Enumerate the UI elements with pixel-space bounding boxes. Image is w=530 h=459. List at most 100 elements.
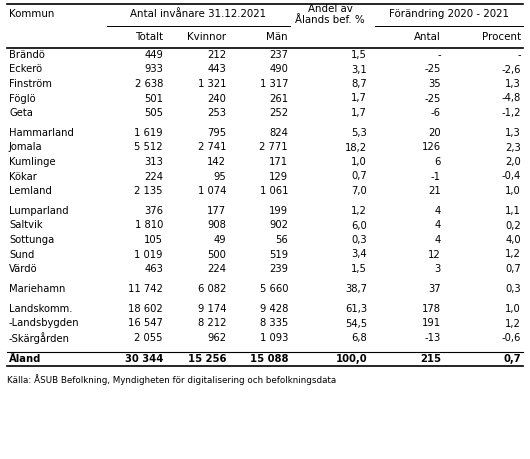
Text: 1,0: 1,0 [351, 157, 367, 167]
Text: 21: 21 [428, 186, 441, 196]
Text: 30 344: 30 344 [125, 354, 163, 364]
Text: 0,7: 0,7 [504, 354, 521, 364]
Text: -1: -1 [431, 172, 441, 181]
Text: 212: 212 [207, 50, 226, 60]
Text: 6: 6 [435, 157, 441, 167]
Text: 4: 4 [435, 206, 441, 216]
Text: 178: 178 [422, 304, 441, 314]
Text: 1 061: 1 061 [260, 186, 288, 196]
Text: 8,7: 8,7 [351, 79, 367, 89]
Text: Män: Män [267, 32, 288, 42]
Text: -25: -25 [425, 94, 441, 103]
Text: 501: 501 [144, 94, 163, 103]
Text: Eckerö: Eckerö [9, 65, 42, 74]
Text: 16 547: 16 547 [128, 319, 163, 329]
Text: Ålands bef. %: Ålands bef. % [295, 15, 365, 25]
Text: -0,6: -0,6 [501, 333, 521, 343]
Text: 824: 824 [269, 128, 288, 138]
Text: 1 093: 1 093 [260, 333, 288, 343]
Text: 56: 56 [275, 235, 288, 245]
Text: 177: 177 [207, 206, 226, 216]
Text: Saltvik: Saltvik [9, 220, 42, 230]
Text: Sottunga: Sottunga [9, 235, 54, 245]
Text: 35: 35 [428, 79, 441, 89]
Text: 129: 129 [269, 172, 288, 181]
Text: 9 174: 9 174 [198, 304, 226, 314]
Text: 7,0: 7,0 [351, 186, 367, 196]
Text: Sund: Sund [9, 250, 34, 259]
Text: 6,8: 6,8 [351, 333, 367, 343]
Text: 0,7: 0,7 [505, 264, 521, 274]
Text: Kökar: Kökar [9, 172, 37, 181]
Text: 2 638: 2 638 [135, 79, 163, 89]
Text: 2,3: 2,3 [505, 142, 521, 152]
Text: 2 055: 2 055 [135, 333, 163, 343]
Text: 95: 95 [213, 172, 226, 181]
Text: Andel av: Andel av [307, 4, 352, 14]
Text: 224: 224 [207, 264, 226, 274]
Text: 4: 4 [435, 220, 441, 230]
Text: 3,4: 3,4 [351, 250, 367, 259]
Text: -: - [517, 50, 521, 60]
Text: Förändring 2020 - 2021: Förändring 2020 - 2021 [389, 9, 509, 19]
Text: Hammarland: Hammarland [9, 128, 74, 138]
Text: Antal: Antal [414, 32, 441, 42]
Text: 5 512: 5 512 [135, 142, 163, 152]
Text: 1,0: 1,0 [505, 304, 521, 314]
Text: -13: -13 [425, 333, 441, 343]
Text: 38,7: 38,7 [345, 284, 367, 294]
Text: -Landsbygden: -Landsbygden [9, 319, 80, 329]
Text: 100,0: 100,0 [335, 354, 367, 364]
Text: 2 741: 2 741 [198, 142, 226, 152]
Text: 239: 239 [269, 264, 288, 274]
Text: 443: 443 [207, 65, 226, 74]
Text: 519: 519 [269, 250, 288, 259]
Text: 5 660: 5 660 [260, 284, 288, 294]
Text: Åland: Åland [9, 354, 41, 364]
Text: -1,2: -1,2 [501, 108, 521, 118]
Text: 15 256: 15 256 [188, 354, 226, 364]
Text: Jomala: Jomala [9, 142, 42, 152]
Text: 1 317: 1 317 [260, 79, 288, 89]
Text: 8 335: 8 335 [260, 319, 288, 329]
Text: 0,7: 0,7 [351, 172, 367, 181]
Text: Kvinnor: Kvinnor [187, 32, 226, 42]
Text: 1,1: 1,1 [505, 206, 521, 216]
Text: -Skärgården: -Skärgården [9, 332, 70, 344]
Text: 9 428: 9 428 [260, 304, 288, 314]
Text: 54,5: 54,5 [345, 319, 367, 329]
Text: Källa: ÅSUB Befolkning, Myndigheten för digitalisering och befolkningsdata: Källa: ÅSUB Befolkning, Myndigheten för … [7, 374, 336, 385]
Text: 253: 253 [207, 108, 226, 118]
Text: 2,0: 2,0 [505, 157, 521, 167]
Text: 171: 171 [269, 157, 288, 167]
Text: 1,7: 1,7 [351, 94, 367, 103]
Text: 12: 12 [428, 250, 441, 259]
Text: 6 082: 6 082 [198, 284, 226, 294]
Text: 313: 313 [144, 157, 163, 167]
Text: Kommun: Kommun [9, 9, 55, 19]
Text: Antal invånare 31.12.2021: Antal invånare 31.12.2021 [130, 9, 267, 19]
Text: Landskomm.: Landskomm. [9, 304, 73, 314]
Text: 142: 142 [207, 157, 226, 167]
Text: 20: 20 [428, 128, 441, 138]
Text: Finström: Finström [9, 79, 52, 89]
Text: 0,2: 0,2 [505, 220, 521, 230]
Text: 1 019: 1 019 [135, 250, 163, 259]
Text: 1 321: 1 321 [198, 79, 226, 89]
Text: Mariehamn: Mariehamn [9, 284, 65, 294]
Text: 4,0: 4,0 [506, 235, 521, 245]
Text: 962: 962 [207, 333, 226, 343]
Text: 8 212: 8 212 [198, 319, 226, 329]
Text: 2 135: 2 135 [135, 186, 163, 196]
Text: 376: 376 [144, 206, 163, 216]
Text: Geta: Geta [9, 108, 33, 118]
Text: 199: 199 [269, 206, 288, 216]
Text: -0,4: -0,4 [502, 172, 521, 181]
Text: 2 771: 2 771 [259, 142, 288, 152]
Text: -6: -6 [431, 108, 441, 118]
Text: 3: 3 [435, 264, 441, 274]
Text: 49: 49 [214, 235, 226, 245]
Text: 224: 224 [144, 172, 163, 181]
Text: 490: 490 [269, 65, 288, 74]
Text: 237: 237 [269, 50, 288, 60]
